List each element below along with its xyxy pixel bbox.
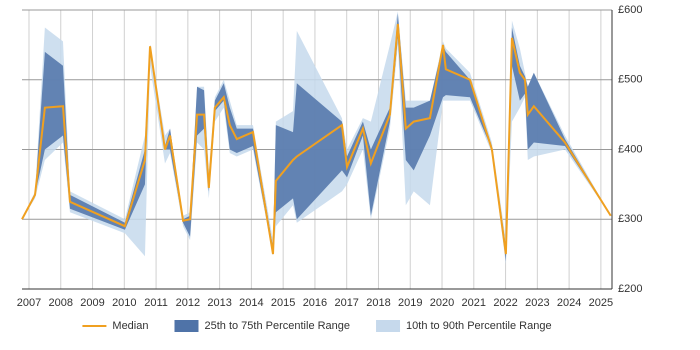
legend-swatch	[376, 320, 401, 332]
y-tick-label: £300	[618, 213, 642, 225]
x-tick-label: 2013	[207, 297, 231, 309]
y-tick-label: £500	[618, 74, 642, 86]
y-tick-label: £200	[618, 283, 642, 295]
x-tick-label: 2018	[366, 297, 390, 309]
percentile-band	[22, 13, 611, 262]
legend-swatch	[174, 320, 199, 332]
x-tick-label: 2011	[144, 297, 168, 309]
x-tick-label: 2021	[462, 297, 486, 309]
x-tick-label: 2014	[239, 297, 263, 309]
legend-label: Median	[112, 320, 148, 332]
x-tick-label: 2017	[334, 297, 358, 309]
x-tick-label: 2007	[17, 297, 41, 309]
x-tick-label: 2024	[557, 297, 581, 309]
x-tick-label: 2023	[525, 297, 549, 309]
legend-label: 10th to 90th Percentile Range	[406, 320, 552, 332]
x-tick-label: 2022	[493, 297, 517, 309]
x-tick-label: 2012	[176, 297, 200, 309]
x-tick-label: 2020	[430, 297, 454, 309]
x-tick-label: 2009	[80, 297, 104, 309]
y-tick-label: £400	[618, 143, 642, 155]
x-tick-label: 2025	[589, 297, 613, 309]
x-tick-label: 2008	[49, 297, 73, 309]
y-tick-label: £600	[618, 4, 642, 16]
x-tick-label: 2016	[303, 297, 327, 309]
median-line	[21, 23, 612, 255]
x-tick-label: 2010	[112, 297, 136, 309]
x-tick-label: 2019	[398, 297, 422, 309]
legend-label: 25th to 75th Percentile Range	[204, 320, 350, 332]
x-tick-label: 2015	[271, 297, 295, 309]
